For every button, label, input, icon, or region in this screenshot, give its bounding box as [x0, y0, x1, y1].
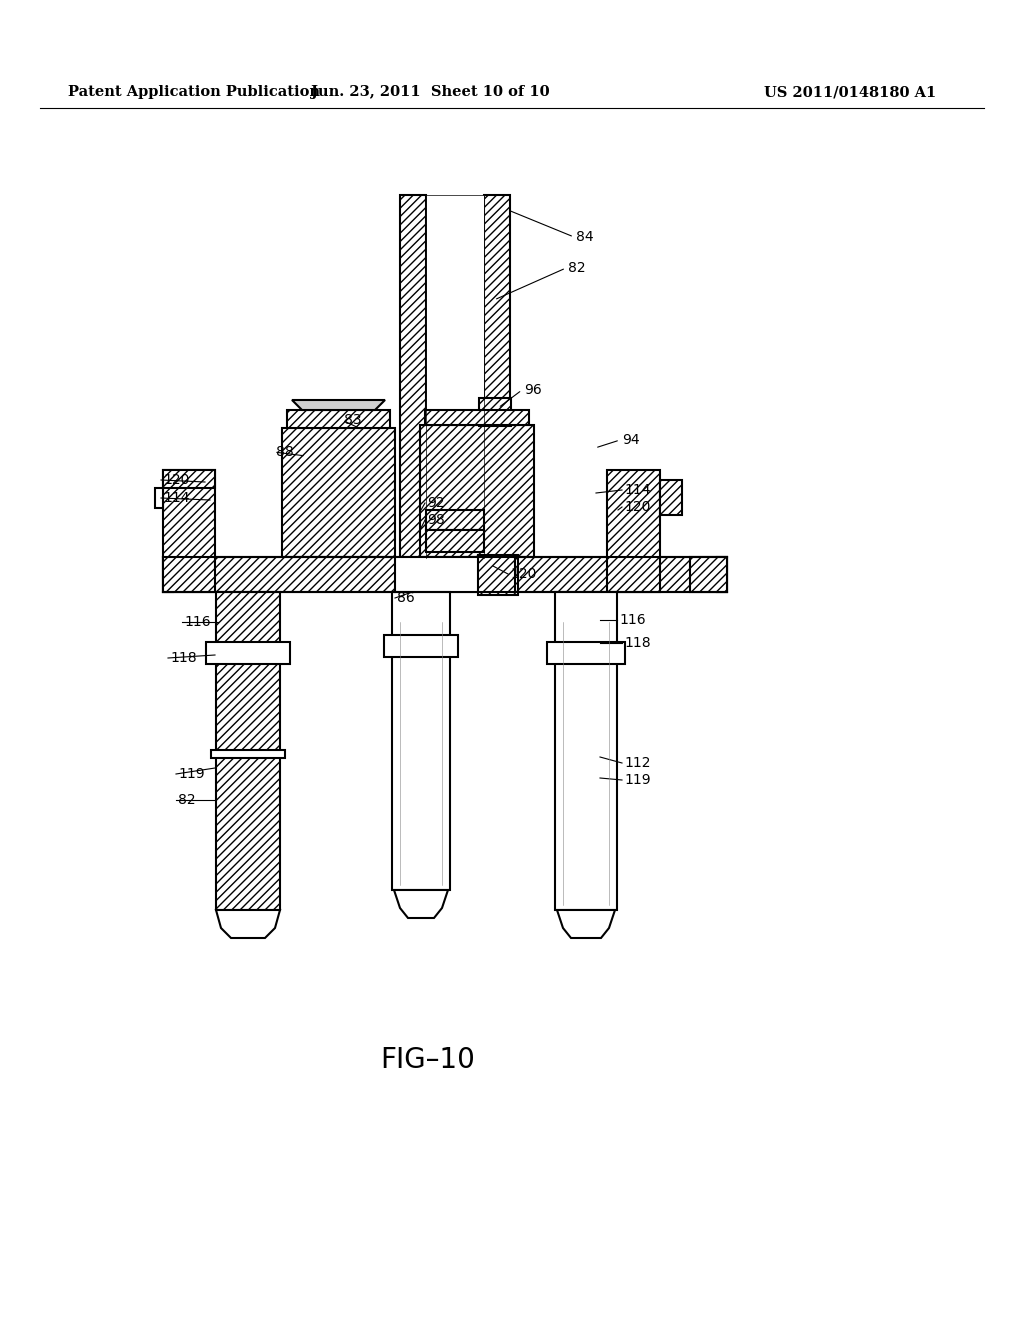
Text: 82: 82 [568, 261, 586, 275]
Polygon shape [557, 909, 615, 939]
Text: Patent Application Publication: Patent Application Publication [68, 84, 319, 99]
Text: 82: 82 [178, 793, 196, 807]
Text: 120: 120 [624, 500, 650, 513]
Text: 84: 84 [575, 230, 594, 244]
Text: 116: 116 [184, 615, 211, 630]
Text: 98: 98 [427, 513, 444, 527]
Text: 118: 118 [170, 651, 197, 665]
Bar [479, 399, 511, 426]
Text: 112: 112 [624, 756, 650, 770]
Text: FIG–10: FIG–10 [381, 1045, 475, 1074]
Bar [426, 531, 484, 552]
Text: 86: 86 [397, 591, 415, 605]
Bar [478, 554, 518, 595]
Text: 120: 120 [510, 568, 537, 581]
Bar [163, 470, 215, 591]
Bar [425, 411, 529, 425]
Text: 119: 119 [178, 767, 205, 781]
Bar [395, 557, 515, 591]
Text: 96: 96 [524, 383, 542, 397]
Text: 83: 83 [344, 413, 361, 426]
Bar [420, 425, 534, 557]
Text: 114: 114 [624, 483, 650, 498]
Bar [392, 591, 450, 890]
Bar [163, 470, 215, 488]
Bar [163, 557, 173, 591]
Text: 119: 119 [624, 774, 650, 787]
Text: 114: 114 [163, 491, 189, 506]
Text: 116: 116 [618, 612, 645, 627]
Bar [717, 557, 727, 591]
Text: Jun. 23, 2011  Sheet 10 of 10: Jun. 23, 2011 Sheet 10 of 10 [310, 84, 549, 99]
Bar [555, 591, 617, 909]
Bar [426, 195, 484, 558]
Polygon shape [216, 909, 280, 939]
Bar [211, 750, 285, 758]
Bar [690, 557, 727, 591]
Bar [282, 428, 395, 557]
Bar [216, 591, 280, 909]
Text: US 2011/0148180 A1: US 2011/0148180 A1 [764, 84, 936, 99]
Bar [547, 642, 625, 664]
Bar [163, 557, 727, 591]
Bar [287, 411, 390, 428]
Bar [384, 635, 458, 657]
Bar [426, 510, 484, 531]
Bar [607, 470, 660, 591]
Bar [660, 480, 682, 515]
Text: 120: 120 [163, 473, 189, 487]
Bar [484, 195, 510, 558]
Text: 118: 118 [624, 636, 650, 649]
Bar [155, 488, 163, 508]
Polygon shape [292, 400, 385, 411]
Bar [400, 195, 426, 558]
Text: 92: 92 [427, 496, 444, 510]
Polygon shape [394, 890, 449, 917]
Text: 94: 94 [622, 433, 640, 447]
Text: 88: 88 [276, 445, 294, 459]
Bar [206, 642, 290, 664]
